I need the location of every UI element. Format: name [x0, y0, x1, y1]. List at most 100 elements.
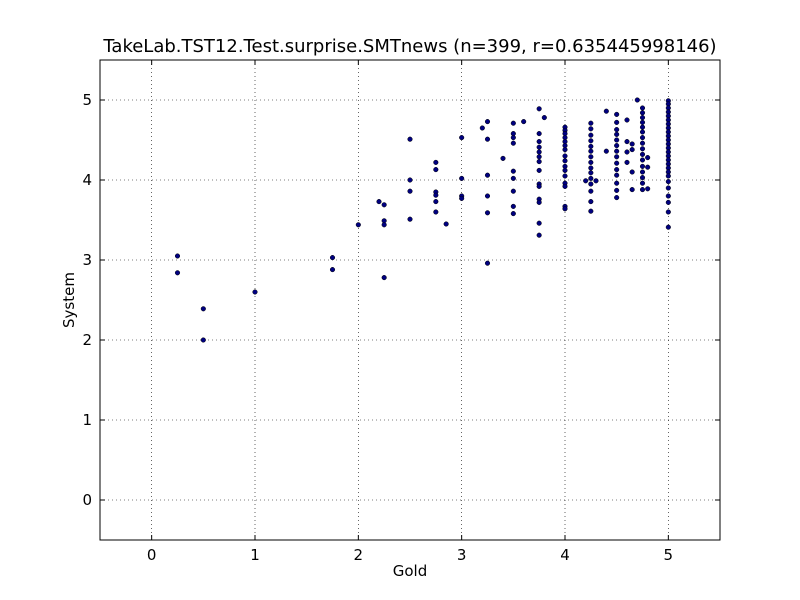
data-point: [588, 188, 594, 194]
data-point: [200, 306, 206, 312]
data-point: [329, 267, 336, 273]
data-point: [624, 149, 630, 155]
data-point: [510, 175, 516, 181]
data-point: [614, 160, 620, 166]
data-point: [665, 209, 671, 215]
data-point: [588, 126, 594, 132]
data-point: [614, 195, 620, 201]
data-point: [603, 108, 609, 114]
data-point: [381, 222, 387, 228]
data-point: [541, 115, 547, 121]
chart-title: TakeLab.TST12.Test.surprise.SMTnews (n=3…: [102, 36, 716, 57]
data-point: [536, 106, 542, 112]
data-point: [665, 179, 671, 185]
data-point: [629, 141, 635, 147]
data-point: [407, 188, 413, 194]
data-point: [645, 155, 651, 161]
data-point: [588, 159, 594, 165]
data-point: [645, 164, 651, 170]
data-point: [624, 159, 630, 165]
data-point: [588, 170, 594, 176]
data-point: [639, 124, 646, 130]
data-point: [639, 151, 646, 157]
y-tick-label: 5: [82, 91, 92, 109]
data-point: [562, 153, 568, 159]
data-point: [536, 131, 542, 137]
data-point: [588, 165, 594, 171]
data-point: [252, 289, 258, 295]
y-tick-label: 0: [82, 491, 92, 509]
data-point: [562, 206, 568, 212]
data-point: [665, 173, 671, 179]
data-point: [536, 220, 542, 226]
data-point: [614, 131, 620, 137]
data-point: [536, 167, 542, 173]
y-tick-label: 4: [82, 171, 92, 189]
data-point: [433, 209, 439, 215]
data-point: [484, 193, 491, 199]
data-point: [665, 193, 671, 199]
data-point: [614, 148, 620, 154]
data-point: [639, 146, 646, 152]
data-point: [614, 137, 620, 143]
data-point: [665, 185, 671, 191]
data-point: [614, 143, 620, 149]
data-point: [174, 270, 181, 276]
data-point: [588, 199, 594, 205]
data-point: [510, 203, 516, 209]
data-point: [562, 158, 568, 164]
data-point: [536, 139, 542, 145]
data-point: [639, 175, 646, 181]
data-point: [459, 195, 465, 201]
data-point: [536, 183, 542, 189]
data-point: [603, 148, 609, 154]
data-point: [536, 232, 542, 238]
data-point: [583, 178, 589, 184]
data-point: [381, 275, 387, 281]
data-point: [433, 167, 439, 173]
data-point: [174, 253, 181, 259]
data-point: [614, 180, 620, 186]
x-tick-label: 1: [250, 546, 260, 564]
data-point: [614, 154, 620, 160]
data-point: [562, 147, 568, 153]
data-point: [639, 110, 646, 116]
y-tick-label: 3: [82, 251, 92, 269]
data-point: [562, 183, 568, 189]
data-point: [433, 192, 439, 198]
x-tick-label: 0: [147, 546, 157, 564]
data-point: [639, 119, 646, 125]
data-point: [614, 119, 620, 125]
data-point: [484, 260, 491, 266]
data-point: [510, 211, 516, 217]
data-point: [510, 120, 516, 126]
data-point: [588, 132, 594, 138]
data-point: [593, 178, 599, 184]
data-points: [174, 97, 671, 343]
data-point: [459, 135, 465, 141]
data-point: [588, 154, 594, 160]
data-point: [614, 111, 620, 117]
axis-ticks: 0 1 2 3 4 5 0 1 2 3 4 5: [82, 60, 720, 564]
data-point: [588, 138, 594, 144]
x-tick-label: 3: [457, 546, 467, 564]
data-point: [639, 163, 646, 169]
y-tick-label: 2: [82, 331, 92, 349]
data-point: [381, 202, 387, 208]
data-point: [639, 129, 646, 135]
data-point: [624, 139, 630, 145]
data-point: [639, 157, 646, 163]
x-tick-label: 2: [354, 546, 364, 564]
data-point: [562, 167, 568, 173]
data-point: [484, 210, 491, 216]
data-point: [484, 136, 491, 142]
data-point: [614, 127, 620, 133]
y-axis-label: System: [60, 272, 78, 328]
data-point: [588, 181, 594, 187]
data-point: [588, 208, 594, 214]
data-point: [639, 115, 646, 121]
data-point: [484, 119, 491, 125]
data-point: [614, 187, 620, 193]
data-point: [639, 140, 646, 146]
